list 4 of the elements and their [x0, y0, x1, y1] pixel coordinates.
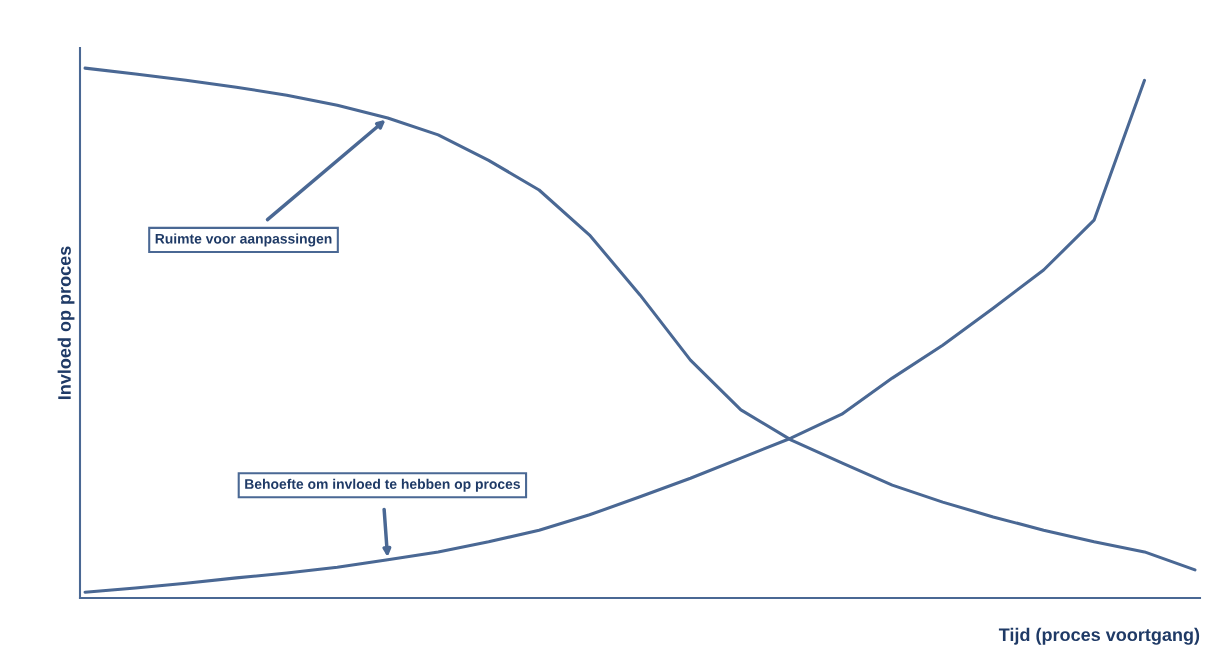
- text: Behoefte om invloed te hebben op proces: [245, 478, 520, 492]
- y-axis-title: Invloed op proces: [57, 246, 75, 400]
- x-axis-title: Tijd (proces voortgang): [998, 627, 1200, 645]
- text: Ruimte voor aanpassingen: [155, 233, 332, 247]
